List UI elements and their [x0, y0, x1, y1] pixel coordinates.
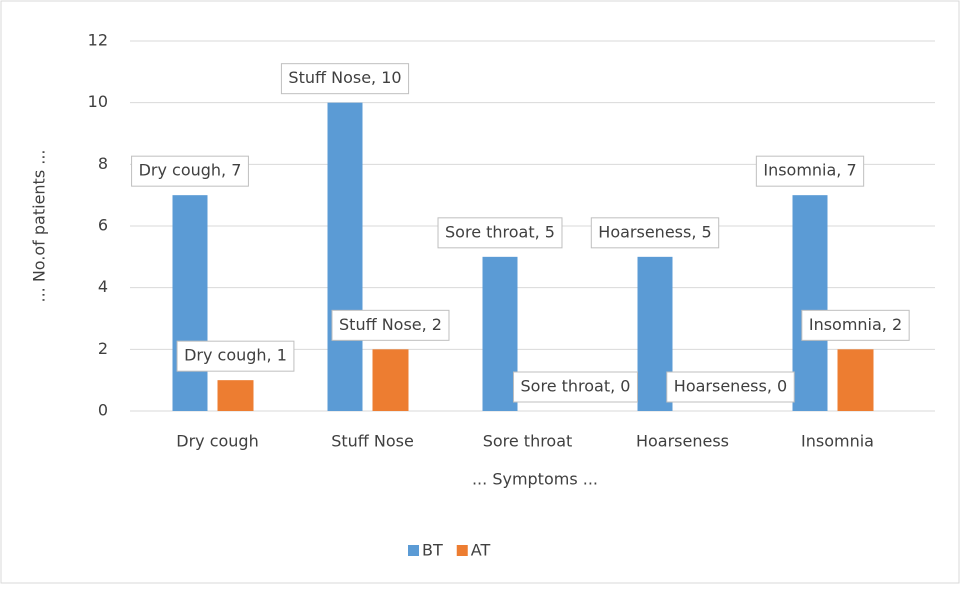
data-label-box	[131, 155, 249, 187]
data-label: Insomnia, 2	[809, 315, 902, 334]
y-tick-label: 2	[98, 339, 108, 358]
y-tick-label: 4	[98, 277, 108, 296]
data-label: Stuff Nose, 2	[339, 315, 442, 334]
y-axis-title: ... No.of patients ...	[30, 149, 49, 302]
data-label: Dry cough, 1	[184, 346, 287, 365]
y-tick-label: 0	[98, 401, 108, 420]
data-label-box	[331, 309, 450, 341]
y-tick-label: 6	[98, 216, 108, 235]
data-label: Stuff Nose, 10	[288, 68, 401, 87]
data-label-box	[666, 371, 795, 403]
bar	[172, 195, 208, 411]
data-label-box	[590, 217, 720, 249]
x-tick-label: Stuff Nose	[331, 432, 414, 451]
data-label: Hoarseness, 5	[598, 222, 711, 241]
data-label: Insomnia, 7	[763, 161, 856, 180]
data-label-box	[801, 309, 910, 341]
data-label: Dry cough, 7	[139, 161, 242, 180]
x-tick-label: Insomnia	[801, 432, 874, 451]
y-tick-label: 8	[98, 154, 108, 173]
y-tick-label: 10	[88, 92, 108, 111]
legend-label: BT	[422, 541, 443, 560]
bar	[482, 256, 518, 411]
x-tick-label: Dry cough	[176, 432, 258, 451]
legend-swatch	[456, 545, 468, 556]
data-label-box	[513, 371, 638, 403]
data-label: Sore throat, 0	[521, 377, 631, 396]
bar	[217, 380, 254, 411]
legend-swatch	[408, 545, 419, 556]
x-tick-label: Hoarseness	[636, 432, 729, 451]
data-label: Sore throat, 5	[445, 222, 555, 241]
bar	[792, 195, 828, 411]
bar	[372, 349, 409, 411]
bar	[327, 102, 363, 412]
data-label-box	[280, 63, 410, 95]
data-label-box	[437, 217, 563, 249]
x-tick-label: Sore throat	[483, 432, 573, 451]
data-label-box	[755, 155, 865, 187]
data-label-box	[176, 340, 295, 372]
bar	[837, 349, 874, 411]
y-tick-label: 12	[88, 31, 108, 50]
legend-label: AT	[471, 541, 491, 560]
data-label: Hoarseness, 0	[674, 377, 787, 396]
x-axis-title: ... Symptoms ...	[472, 470, 598, 489]
